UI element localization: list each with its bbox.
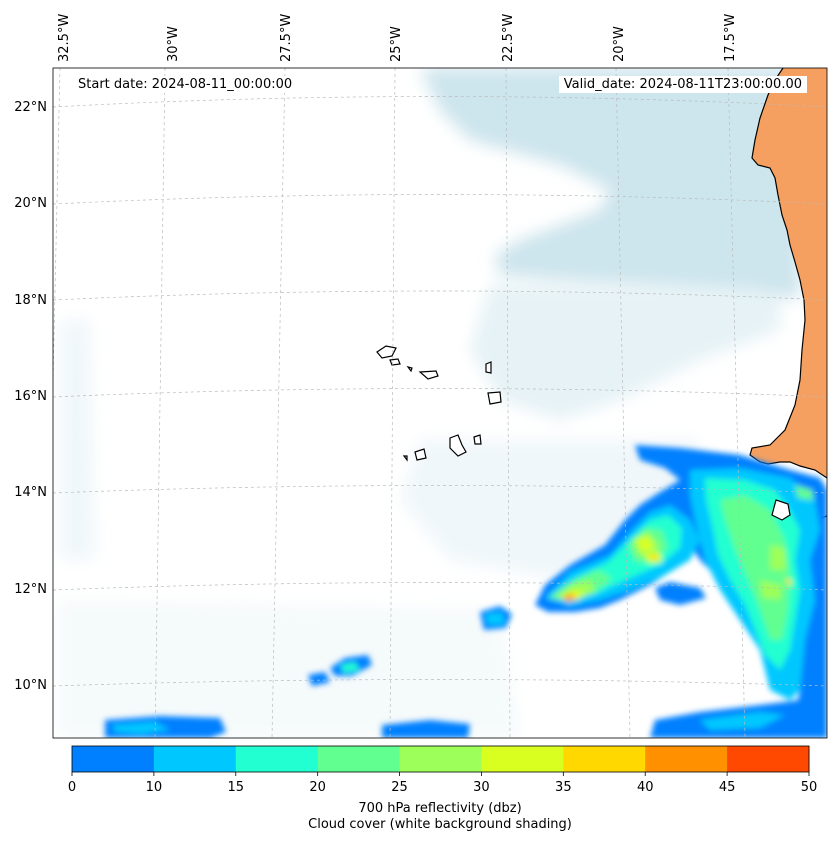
start-date-label: Start date: 2024-08-11_00:00:00 (73, 76, 298, 93)
lat-label: 16°N (14, 389, 47, 404)
colorbar-swatch (563, 746, 646, 772)
colorbar-swatch (399, 746, 482, 772)
colorbar-swatch (645, 746, 728, 772)
lon-label: 32.5°W (57, 14, 72, 62)
colorbar: 0 10 15 20 25 30 35 40 45 50 (68, 745, 818, 795)
land-mass (750, 68, 827, 478)
colorbar-tick-label: 0 (68, 780, 76, 795)
colorbar-swatch (235, 746, 319, 772)
colorbar-tick-label: 10 (146, 780, 163, 795)
lat-label: 14°N (14, 485, 47, 500)
lat-label: 18°N (14, 293, 47, 308)
graticule (53, 68, 827, 738)
colorbar-swatch (153, 746, 237, 772)
map-frame (52, 67, 828, 739)
lat-label: 12°N (14, 582, 47, 597)
colorbar-tick-label: 45 (719, 780, 736, 795)
lon-label: 27.5°W (279, 14, 294, 62)
colorbar-swatch (727, 746, 810, 772)
colorbar-swatch (72, 746, 155, 772)
colorbar-label-line2: Cloud cover (white background shading) (308, 817, 572, 832)
lon-label: 20°W (612, 26, 627, 62)
colorbar-swatch (317, 746, 401, 772)
cape-verde-islands (376, 345, 791, 521)
cloud-cover-shading (60, 68, 800, 738)
colorbar-tick-label: 15 (228, 780, 245, 795)
colorbar-frame (71, 745, 810, 773)
colorbar-swatch (481, 746, 564, 772)
colorbar-tick-label: 20 (309, 780, 326, 795)
lon-label: 30°W (166, 26, 181, 62)
colorbar-tick-label: 40 (637, 780, 654, 795)
colorbar-tick-label: 30 (473, 780, 490, 795)
lat-label: 20°N (14, 196, 47, 211)
colorbar-label-line1: 700 hPa reflectivity (dbz) (358, 801, 522, 816)
lon-label: 17.5°W (723, 14, 738, 62)
colorbar-title: 700 hPa reflectivity (dbz) Cloud cover (… (0, 801, 837, 833)
latitude-labels: 22°N 20°N 18°N 16°N 14°N 12°N 10°N (14, 100, 47, 693)
valid-date-label: Valid_date: 2024-08-11T23:00:00.00 (558, 76, 807, 93)
longitude-labels: 32.5°W 30°W 27.5°W 25°W 22.5°W 20°W 17.5… (57, 14, 738, 62)
lon-label: 25°W (389, 26, 404, 62)
colorbar-tick-label: 35 (555, 780, 572, 795)
lon-label: 22.5°W (501, 14, 516, 62)
colorbar-tick-label: 25 (391, 780, 408, 795)
reflectivity-field (105, 445, 827, 738)
lat-label: 22°N (14, 100, 47, 115)
lat-label: 10°N (14, 678, 47, 693)
colorbar-tick-label: 50 (801, 780, 818, 795)
